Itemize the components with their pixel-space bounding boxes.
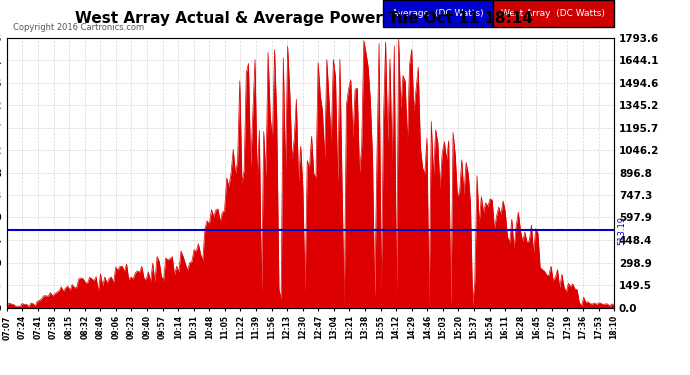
Text: Copyright 2016 Cartronics.com: Copyright 2016 Cartronics.com (13, 23, 144, 32)
FancyBboxPatch shape (384, 0, 493, 27)
Text: West Array  (DC Watts): West Array (DC Watts) (502, 9, 605, 18)
Text: West Array Actual & Average Power Tue Oct 11 18:14: West Array Actual & Average Power Tue Oc… (75, 11, 533, 26)
FancyBboxPatch shape (493, 0, 614, 27)
Text: Average  (DC Watts): Average (DC Watts) (392, 9, 484, 18)
Text: 513.19: 513.19 (617, 216, 626, 245)
